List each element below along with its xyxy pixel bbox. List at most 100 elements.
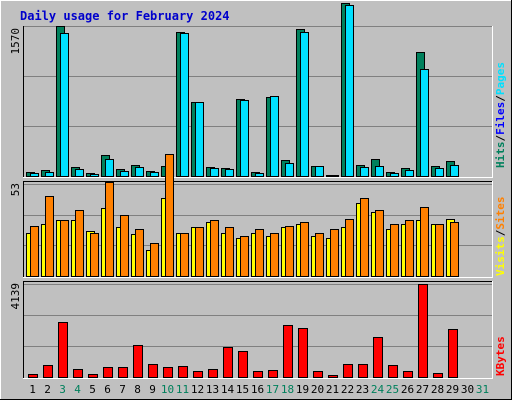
kbytes-bar-day-9 [148, 364, 158, 378]
day-label-1: 1 [29, 383, 36, 396]
kbytes-bar-day-22 [343, 364, 353, 378]
sites-bar-day-1 [30, 226, 39, 277]
files-bar-day-28 [435, 168, 444, 177]
day-label-6: 6 [104, 383, 111, 396]
day-label-24: 24 [371, 383, 385, 396]
kbytes-bar-day-2 [43, 365, 53, 378]
files-bar-day-15 [240, 100, 249, 177]
side-label-kbytes-panel: KBytes [494, 336, 507, 376]
files-bar-day-23 [360, 167, 369, 177]
legend-sep: / [494, 229, 507, 236]
sites-bar-day-5 [90, 233, 99, 277]
files-bar-day-8 [135, 167, 144, 177]
legend-visits: Visits [494, 236, 507, 276]
sites-bar-day-23 [360, 198, 369, 277]
plot-area [23, 281, 492, 378]
files-bar-day-3 [60, 33, 69, 177]
files-bar-day-5 [90, 174, 99, 177]
kbytes-bar-day-13 [208, 369, 218, 378]
kbytes-bar-day-20 [313, 371, 323, 378]
files-bar-day-13 [210, 168, 219, 177]
kbytes-bar-day-18 [283, 325, 293, 378]
sites-bar-day-21 [330, 229, 339, 277]
kbytes-bar-day-1 [28, 374, 38, 378]
sites-bar-day-14 [225, 227, 234, 277]
kbytes-bar-day-6 [103, 367, 113, 378]
sites-bar-day-7 [120, 215, 129, 277]
files-bar-day-14 [225, 169, 234, 177]
sites-bar-day-22 [345, 219, 354, 277]
y-max-label: 53 [9, 183, 22, 196]
day-label-27: 27 [416, 383, 429, 396]
sites-bar-day-16 [255, 229, 264, 277]
kbytes-bar-day-8 [133, 345, 143, 378]
side-label-hits-panel: Hits/Files/Pages [494, 62, 507, 168]
sites-bar-day-11 [180, 233, 189, 277]
kbytes-bar-day-4 [73, 369, 83, 378]
kbytes-bar-day-25 [388, 365, 398, 378]
chart-panels: 1570 53 4139 [9, 3, 493, 379]
files-bar-day-21 [330, 175, 339, 177]
files-bar-day-26 [405, 170, 414, 177]
files-bar-day-25 [390, 173, 399, 177]
day-label-21: 21 [326, 383, 339, 396]
day-label-11: 11 [176, 383, 189, 396]
sites-bar-day-10 [165, 154, 174, 277]
kbytes-bar-day-27 [418, 284, 428, 378]
day-label-23: 23 [356, 383, 369, 396]
files-bar-day-29 [450, 165, 459, 177]
legend-sites: Sites [494, 197, 507, 230]
kbytes-bar-day-19 [298, 328, 308, 378]
legend-sep: / [494, 135, 507, 142]
day-label-5: 5 [89, 383, 96, 396]
panel-sites-visits: 53 [9, 154, 493, 278]
files-bar-day-1 [30, 173, 39, 177]
files-bar-day-12 [195, 102, 204, 177]
files-bar-day-6 [105, 159, 114, 177]
day-label-25: 25 [386, 383, 399, 396]
day-label-3: 3 [59, 383, 66, 396]
files-bar-day-2 [45, 172, 54, 177]
day-label-31: 31 [476, 383, 489, 396]
kbytes-bar-day-11 [178, 366, 188, 378]
sites-bar-day-25 [390, 224, 399, 277]
panel-hits-files: 1570 [9, 3, 493, 178]
day-label-14: 14 [221, 383, 235, 396]
sites-bar-day-20 [315, 233, 324, 277]
day-label-13: 13 [206, 383, 219, 396]
sites-bar-day-18 [285, 226, 294, 277]
day-label-4: 4 [74, 383, 81, 396]
sites-bar-day-2 [45, 196, 54, 277]
sites-bar-day-15 [240, 236, 249, 277]
kbytes-bar-day-16 [253, 371, 263, 378]
side-label-visits-panel: Visits/Sites [494, 197, 507, 277]
files-bar-day-19 [300, 32, 309, 177]
kbytes-bar-day-3 [58, 322, 68, 378]
sites-bar-day-27 [420, 207, 429, 277]
kbytes-bar-day-21 [328, 375, 338, 378]
sites-bar-day-24 [375, 210, 384, 277]
kbytes-bar-day-28 [433, 373, 443, 378]
legend-sep: / [494, 95, 507, 102]
files-bar-day-27 [420, 69, 429, 177]
sites-bar-day-3 [60, 220, 69, 277]
files-bar-day-22 [345, 5, 354, 177]
sites-bar-day-29 [450, 222, 459, 277]
day-label-26: 26 [401, 383, 414, 396]
chart-title: Daily usage for February 2024 [20, 9, 230, 23]
kbytes-bar-day-29 [448, 329, 458, 378]
panel-kbytes: 4139 [9, 281, 493, 379]
kbytes-bar-day-10 [163, 367, 173, 378]
files-bar-day-20 [315, 166, 324, 177]
day-label-8: 8 [134, 383, 141, 396]
sites-bar-day-28 [435, 224, 444, 277]
files-bar-day-11 [180, 33, 189, 177]
legend-hits: Hits [494, 142, 507, 169]
day-label-20: 20 [311, 383, 324, 396]
day-label-16: 16 [251, 383, 264, 396]
files-bar-day-16 [255, 173, 264, 177]
day-label-22: 22 [341, 383, 354, 396]
files-bar-day-7 [120, 171, 129, 177]
